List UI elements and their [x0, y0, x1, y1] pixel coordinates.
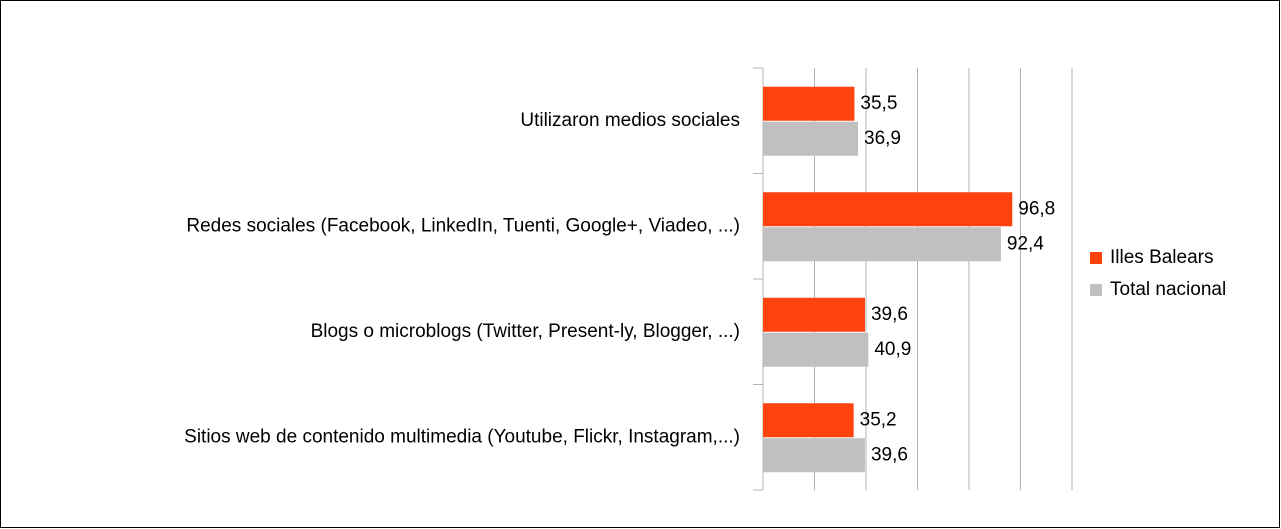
data-label: 35,2: [860, 409, 897, 430]
legend-label: Total nacional: [1110, 279, 1226, 300]
y-tick-label: Utilizaron medios sociales: [520, 110, 740, 131]
data-label: 35,5: [860, 93, 897, 114]
y-tick-label: Redes sociales (Facebook, LinkedIn, Tuen…: [186, 215, 740, 236]
data-label: 36,9: [864, 128, 901, 149]
data-label: 96,8: [1018, 198, 1055, 219]
y-tick-label: Blogs o microblogs (Twitter, Present-ly,…: [311, 321, 740, 342]
bar: [763, 86, 855, 121]
bar: [763, 438, 865, 473]
bar: [763, 297, 865, 332]
bar: [763, 121, 859, 156]
bar: [763, 227, 1001, 262]
data-label: 92,4: [1007, 233, 1044, 254]
bar: [763, 192, 1013, 227]
data-label: 39,6: [871, 304, 908, 325]
legend-swatch: [1090, 252, 1102, 264]
legend-label: Illes Balears: [1110, 247, 1214, 268]
bar: [763, 332, 869, 367]
y-tick-label: Sitios web de contenido multimedia (Yout…: [184, 426, 740, 447]
legend-swatch: [1090, 284, 1102, 296]
bar: [763, 403, 854, 438]
data-label: 39,6: [871, 444, 908, 465]
data-label: 40,9: [874, 339, 911, 360]
